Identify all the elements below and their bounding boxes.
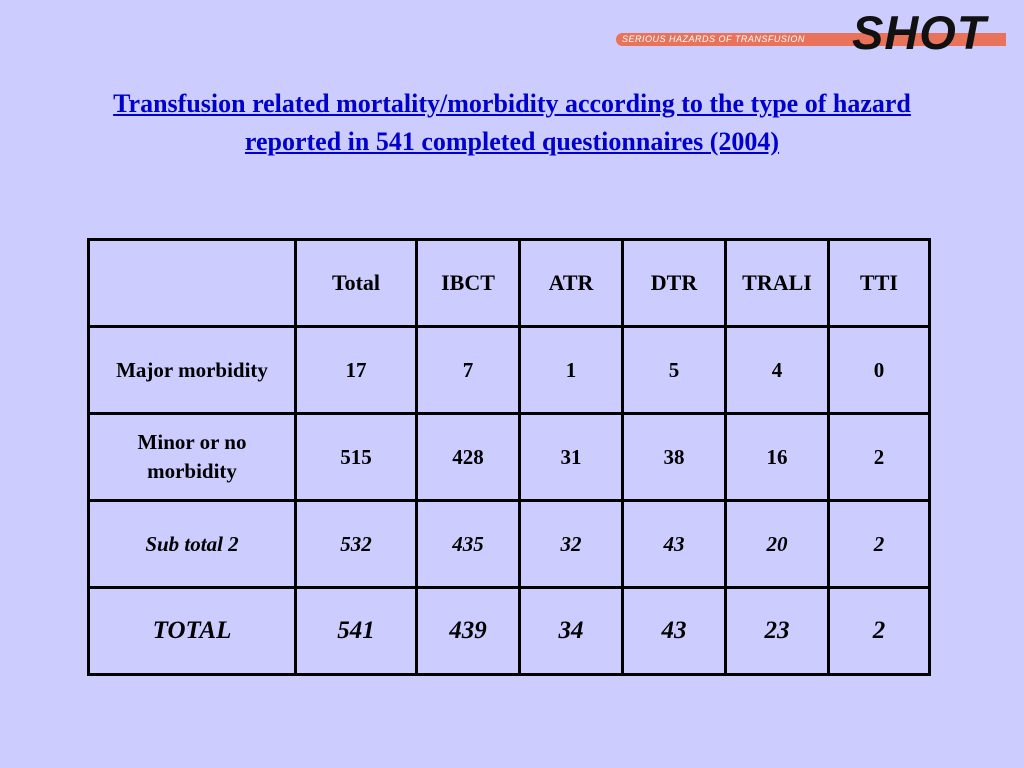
table-cell: 38 [621, 412, 727, 502]
table-cell: 32 [518, 499, 624, 589]
table-cell: 4 [724, 325, 830, 415]
table-cell: 439 [415, 586, 521, 676]
hazard-table: Total IBCT ATR DTR TRALI TTI Major morbi… [87, 238, 931, 676]
page-title: Transfusion related mortality/morbidity … [0, 85, 1024, 161]
table-cell: 0 [827, 325, 931, 415]
header-trali: TRALI [724, 238, 830, 328]
header-corner-cell [87, 238, 297, 328]
table-cell: 20 [724, 499, 830, 589]
shot-logo: SHOT [852, 6, 987, 59]
header-atr: ATR [518, 238, 624, 328]
row-label-total: TOTAL [87, 586, 297, 676]
table-cell: 16 [724, 412, 830, 502]
subtotal-row: Sub total 2 532 435 32 43 20 2 [87, 499, 931, 589]
row-label-major-morbidity: Major morbidity [87, 325, 297, 415]
table-cell: 5 [621, 325, 727, 415]
header-ibct: IBCT [415, 238, 521, 328]
header-row: Total IBCT ATR DTR TRALI TTI [87, 238, 931, 328]
table-cell: 532 [294, 499, 418, 589]
logo-tagline: SERIOUS HAZARDS OF TRANSFUSION [622, 34, 805, 44]
header-dtr: DTR [621, 238, 727, 328]
row-label-minor-morbidity: Minor or no morbidity [87, 412, 297, 502]
total-row: TOTAL 541 439 34 43 23 2 [87, 586, 931, 676]
header-tti: TTI [827, 238, 931, 328]
table-cell: 2 [827, 499, 931, 589]
table-cell: 17 [294, 325, 418, 415]
title-line-2: reported in 541 completed questionnaires… [244, 127, 780, 156]
table-cell: 2 [827, 412, 931, 502]
table-row: Minor or no morbidity 515 428 31 38 16 2 [87, 412, 931, 502]
table-cell: 515 [294, 412, 418, 502]
table-cell: 2 [827, 586, 931, 676]
table-cell: 541 [294, 586, 418, 676]
table-cell: 43 [621, 586, 727, 676]
title-line-1: Transfusion related mortality/morbidity … [113, 89, 911, 118]
table-cell: 43 [621, 499, 727, 589]
table-cell: 31 [518, 412, 624, 502]
table-cell: 435 [415, 499, 521, 589]
row-label-subtotal: Sub total 2 [87, 499, 297, 589]
table-cell: 7 [415, 325, 521, 415]
table-cell: 34 [518, 586, 624, 676]
table-cell: 428 [415, 412, 521, 502]
header-total: Total [294, 238, 418, 328]
table-row: Major morbidity 17 7 1 5 4 0 [87, 325, 931, 415]
logo-bar [616, 33, 1006, 46]
table-cell: 1 [518, 325, 624, 415]
table-cell: 23 [724, 586, 830, 676]
